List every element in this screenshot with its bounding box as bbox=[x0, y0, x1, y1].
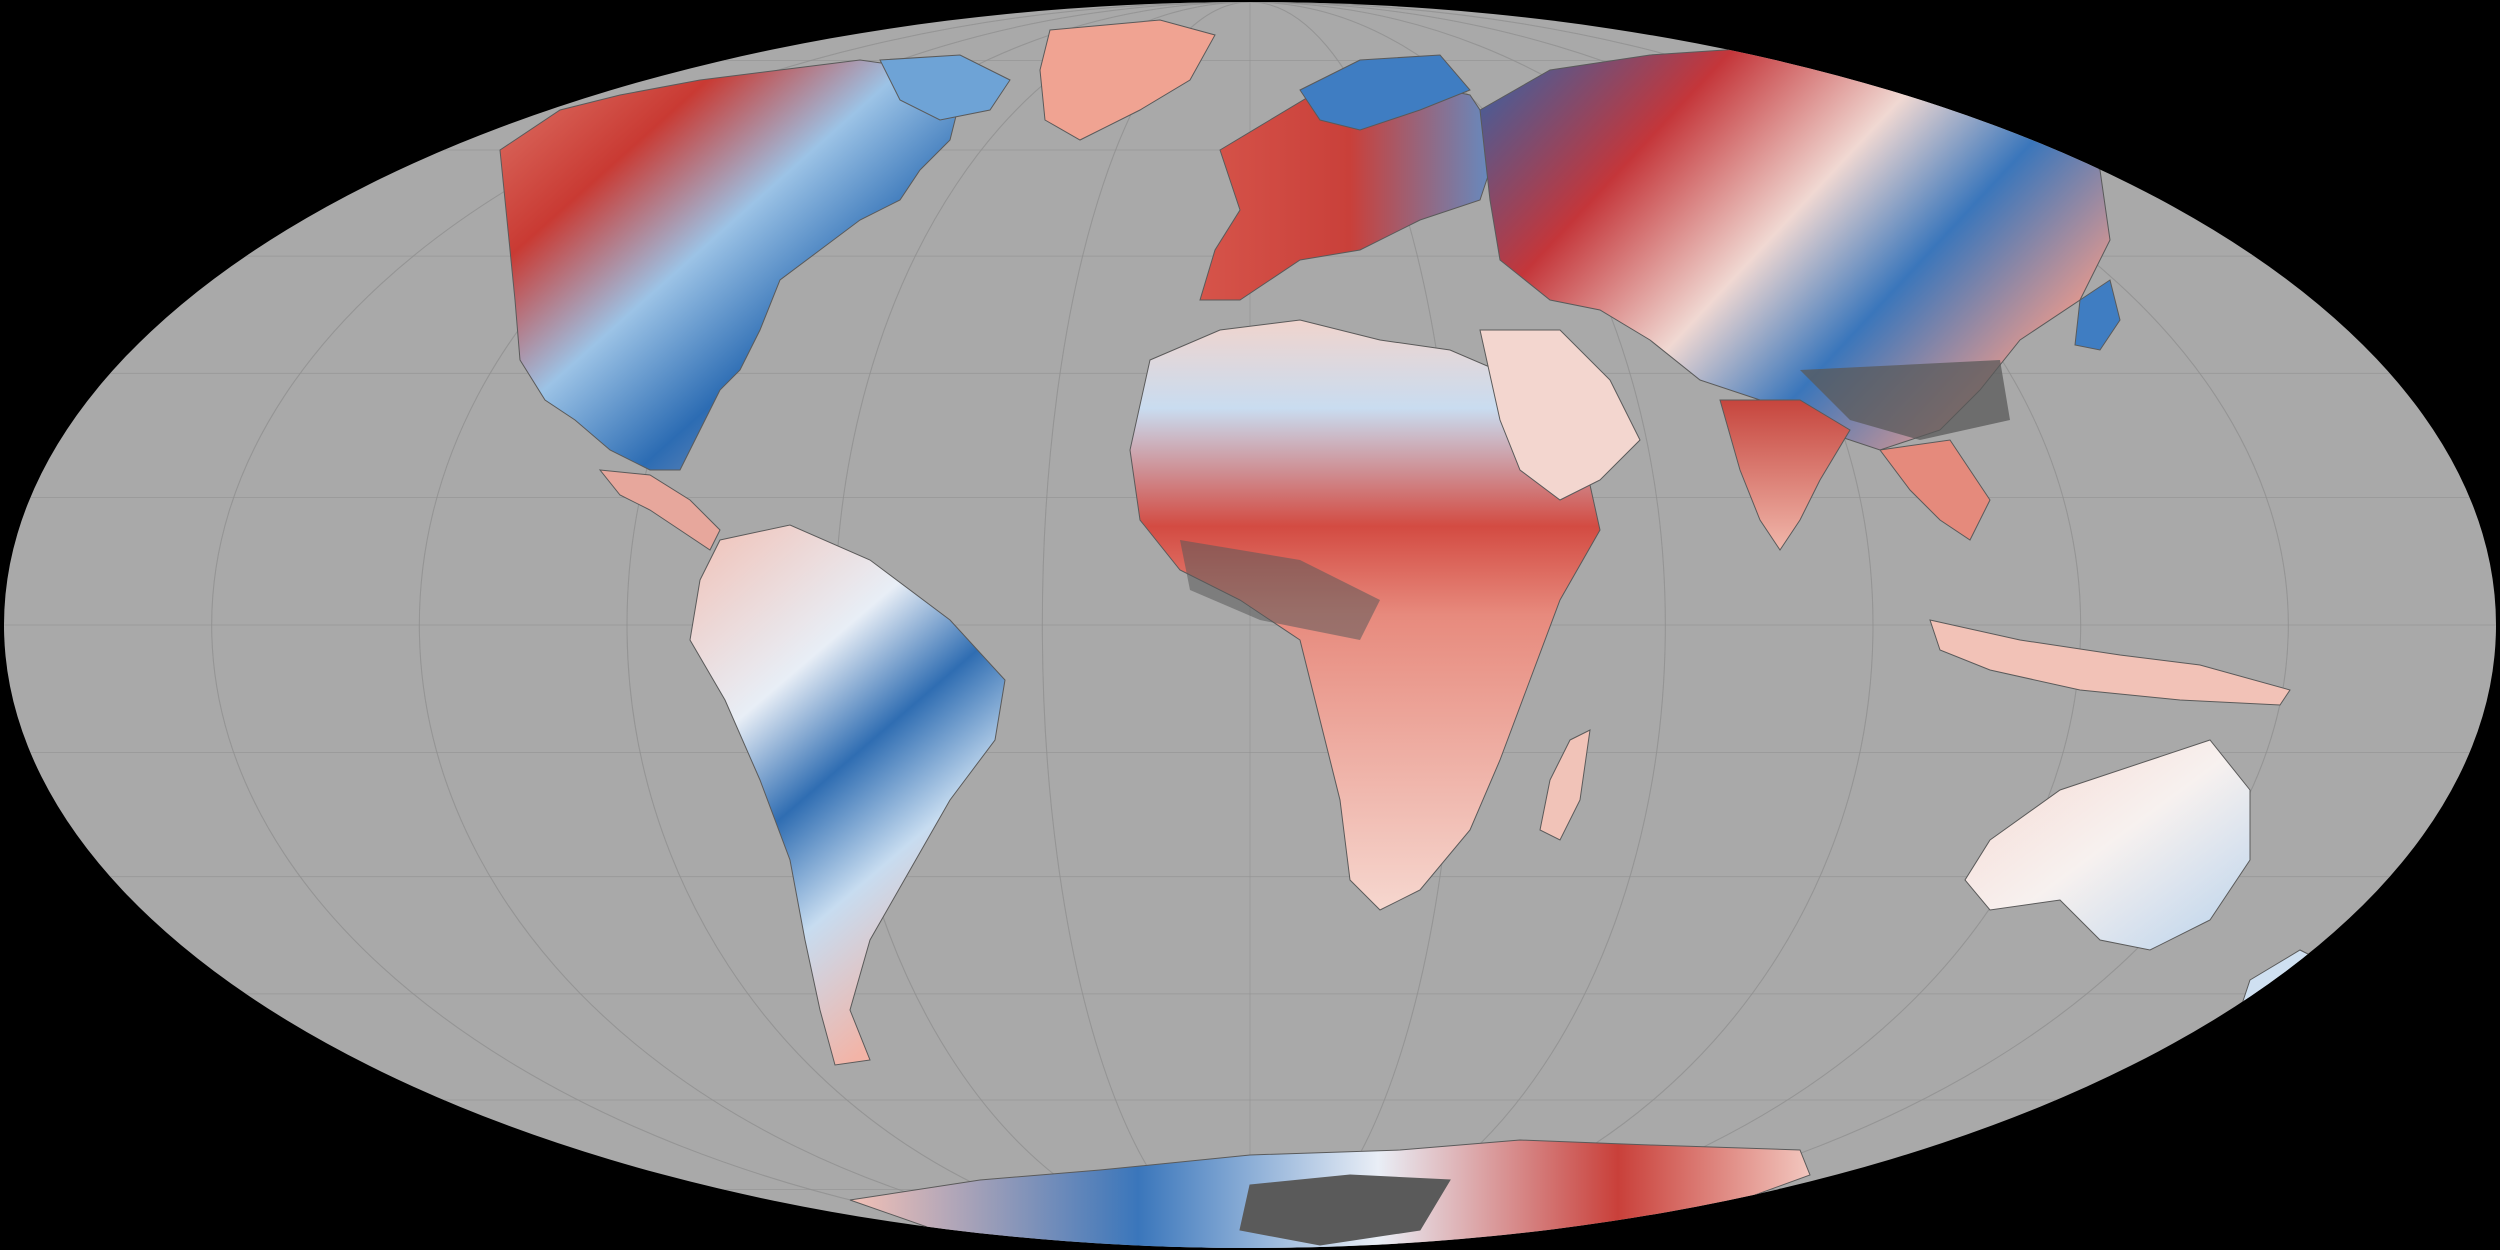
south-america bbox=[689, 524, 1006, 1066]
southeast-asia bbox=[1879, 439, 1991, 541]
antarctica-ice-no-data bbox=[1239, 1174, 1451, 1246]
central-america bbox=[598, 469, 721, 551]
japan bbox=[2074, 279, 2121, 351]
indonesia bbox=[1929, 619, 2291, 706]
no-data-patch-sahel bbox=[1180, 540, 1380, 640]
greenland bbox=[1039, 19, 1216, 141]
arabia bbox=[1479, 329, 1641, 501]
north-america bbox=[499, 59, 961, 471]
india bbox=[1719, 399, 1851, 551]
scandinavia bbox=[1299, 54, 1471, 131]
australia bbox=[1964, 739, 2251, 951]
graticule bbox=[4, 2, 2496, 1248]
no-data-patch-china bbox=[1800, 360, 2010, 440]
arctic-islands bbox=[879, 54, 1011, 121]
madagascar bbox=[1539, 729, 1591, 841]
